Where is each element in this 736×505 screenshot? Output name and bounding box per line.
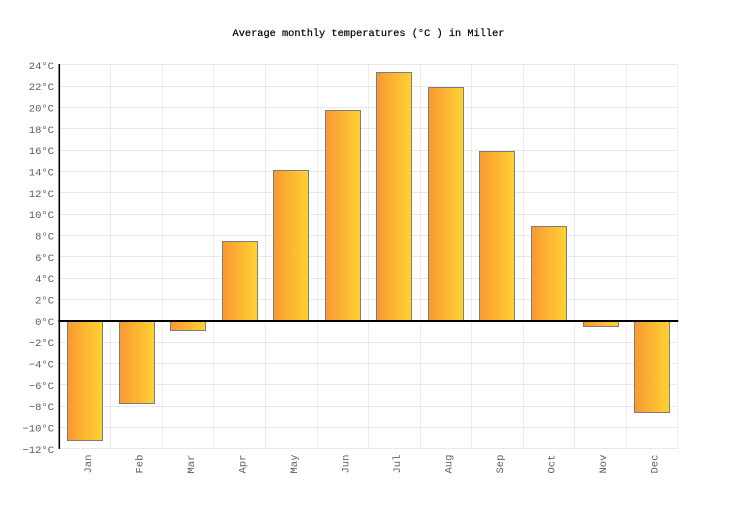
svg-text:Jul: Jul <box>392 455 404 474</box>
svg-text:16°C: 16°C <box>29 146 54 158</box>
svg-text:−6°C: −6°C <box>29 381 54 393</box>
svg-text:Jun: Jun <box>340 455 352 474</box>
svg-text:4°C: 4°C <box>35 274 54 286</box>
svg-text:−12°C: −12°C <box>22 445 54 457</box>
svg-text:Aug: Aug <box>444 455 456 474</box>
svg-text:Mar: Mar <box>186 455 198 474</box>
svg-text:Apr: Apr <box>237 455 249 474</box>
svg-text:−2°C: −2°C <box>29 338 54 350</box>
svg-text:Oct: Oct <box>547 455 559 474</box>
svg-text:Nov: Nov <box>598 455 610 474</box>
svg-text:Sep: Sep <box>495 455 507 474</box>
svg-text:6°C: 6°C <box>35 253 54 265</box>
svg-text:−10°C: −10°C <box>22 424 54 436</box>
svg-text:24°C: 24°C <box>29 61 54 73</box>
svg-text:18°C: 18°C <box>29 125 54 137</box>
svg-text:22°C: 22°C <box>29 82 54 94</box>
svg-text:Dec: Dec <box>650 455 662 474</box>
svg-text:Jan: Jan <box>83 455 95 474</box>
svg-text:May: May <box>289 455 301 474</box>
svg-text:0°C: 0°C <box>35 317 54 329</box>
svg-text:Feb: Feb <box>134 455 146 474</box>
svg-text:10°C: 10°C <box>29 210 54 222</box>
svg-text:−4°C: −4°C <box>29 360 54 372</box>
svg-text:14°C: 14°C <box>29 168 54 180</box>
svg-text:20°C: 20°C <box>29 103 54 115</box>
svg-text:12°C: 12°C <box>29 189 54 201</box>
svg-text:−8°C: −8°C <box>29 402 54 414</box>
svg-text:8°C: 8°C <box>35 232 54 244</box>
svg-text:Average monthly temperatures (: Average monthly temperatures (°C ) in Mi… <box>233 28 505 40</box>
svg-text:2°C: 2°C <box>35 296 54 308</box>
